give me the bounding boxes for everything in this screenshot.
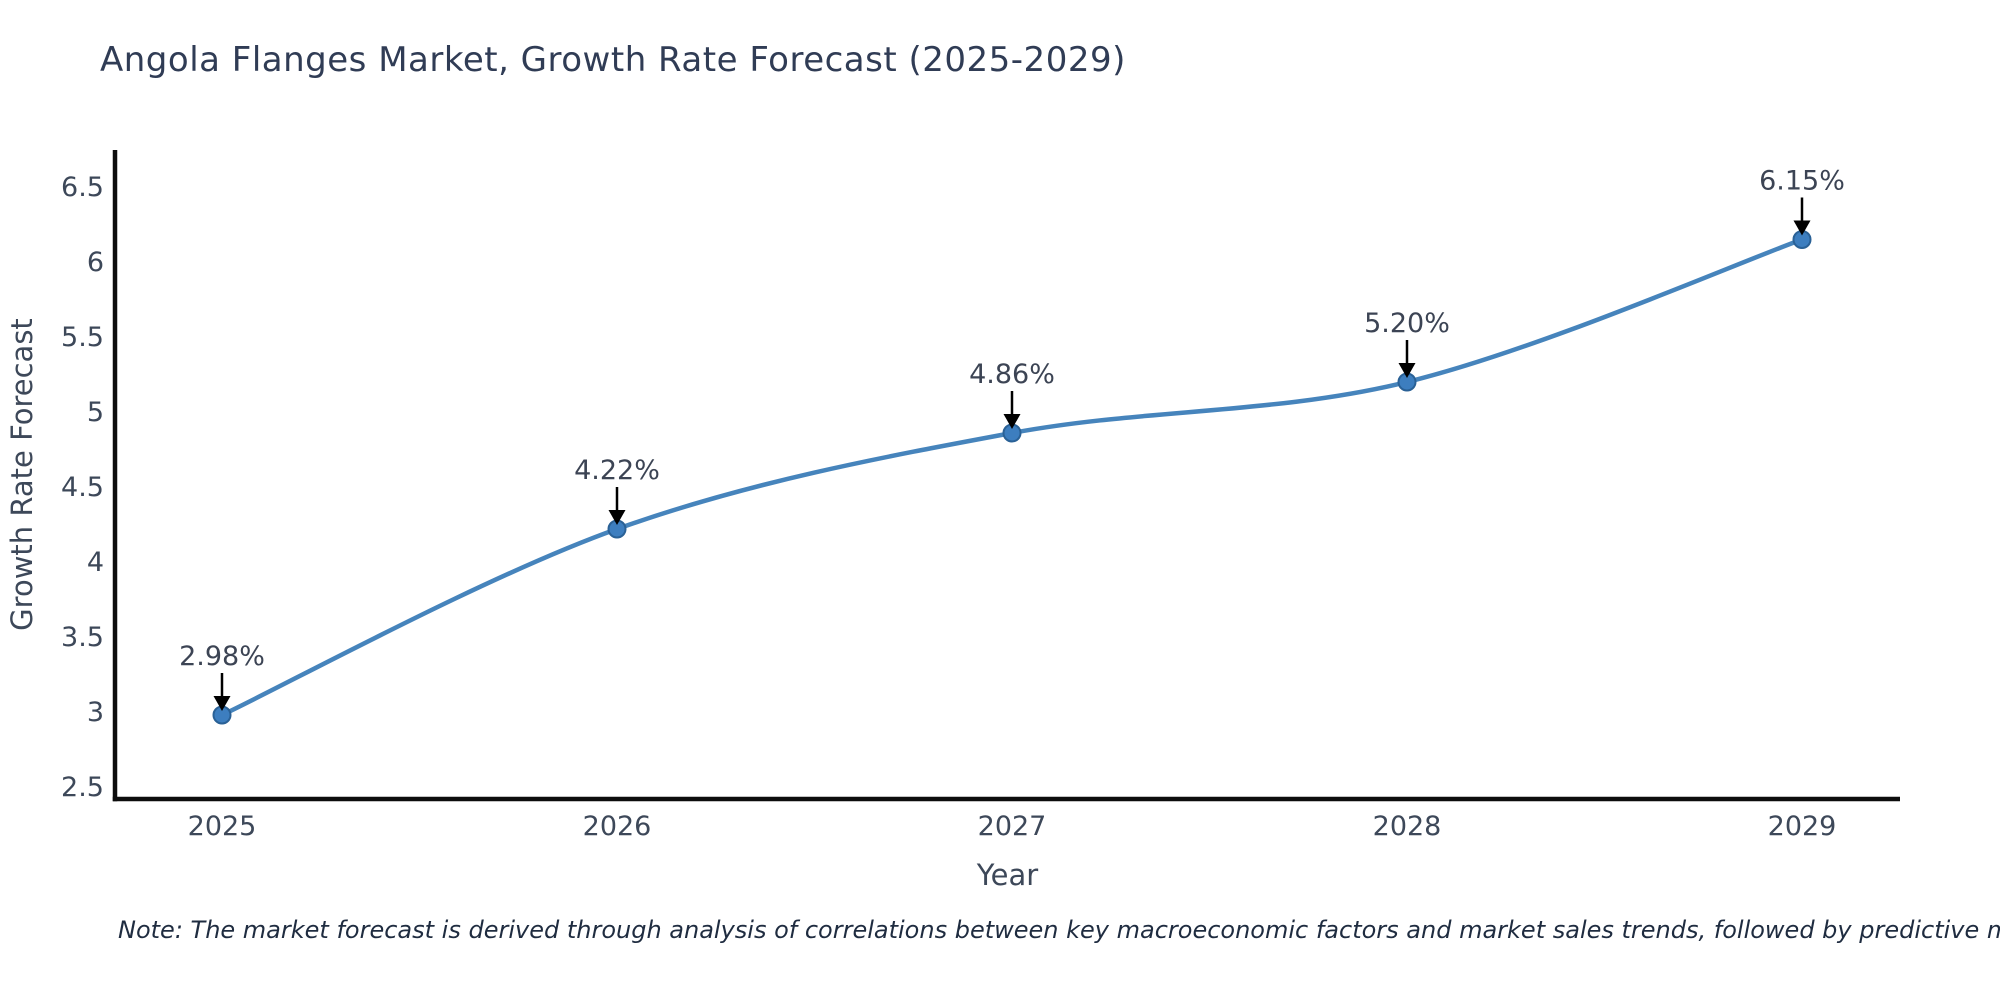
annotation-arrow-head [1003,414,1021,429]
footnote: Note: The market forecast is derived thr… [118,916,2000,944]
x-axis-title: Year [976,858,1038,892]
data-point-label: 5.20% [1364,308,1450,339]
y-tick-label: 4.5 [61,472,104,503]
y-tick-label: 3 [87,697,104,728]
x-tick-label: 2028 [1373,811,1442,842]
x-tick-label: 2027 [978,811,1047,842]
forecast-line-series [219,237,1805,718]
annotation-arrow-head [1398,363,1416,378]
y-tick-label: 6.5 [61,172,104,203]
chart-title: Angola Flanges Market, Growth Rate Forec… [100,40,1126,80]
annotation-arrow-head [1793,220,1811,236]
annotation-arrow-head [213,696,231,711]
y-tick-label: 6 [87,247,104,278]
data-point-label: 4.22% [574,455,660,486]
x-tick-label: 2026 [583,811,652,842]
data-point-label: 2.98% [179,641,265,672]
data-point-label: 4.86% [969,359,1055,390]
y-axis-title: Growth Rate Forecast [5,318,39,631]
y-tick-label: 5 [87,397,104,428]
data-point-label: 6.15% [1759,166,1845,197]
y-tick-label: 2.5 [61,772,104,803]
y-tick-label: 5.5 [61,322,104,353]
annotation-arrow-head [608,510,626,525]
y-tick-label: 3.5 [61,622,104,653]
y-tick-label: 4 [87,547,104,578]
x-tick-label: 2025 [188,811,257,842]
x-tick-label: 2029 [1768,811,1837,842]
